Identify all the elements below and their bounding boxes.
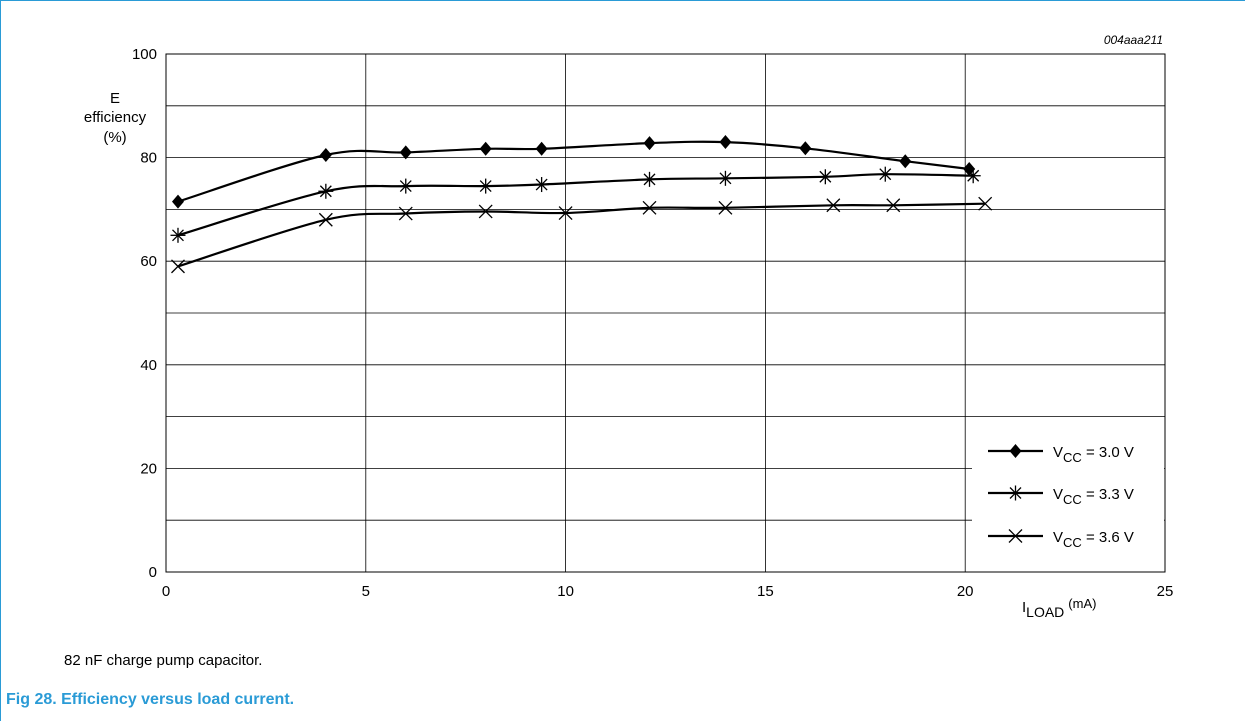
data-point-asterisk xyxy=(170,227,186,243)
data-point-asterisk xyxy=(717,170,733,186)
legend-box xyxy=(972,423,1164,556)
y-axis-label-line-2: efficiency xyxy=(84,109,147,126)
x-tick-label: 20 xyxy=(957,583,974,600)
figure-id: 004aaa211 xyxy=(1104,33,1163,47)
legend-item-3v3: VCC = 3.3 V xyxy=(988,485,1134,507)
data-point-cross xyxy=(398,206,413,221)
y-tick-label: 20 xyxy=(140,460,157,477)
data-point-diamond xyxy=(899,154,912,169)
data-point-asterisk xyxy=(877,166,893,182)
data-point-asterisk xyxy=(965,168,981,184)
series-2 xyxy=(170,166,981,243)
data-point-cross xyxy=(318,212,333,227)
data-point-cross xyxy=(478,204,493,219)
y-tick-label: 80 xyxy=(140,150,157,167)
data-point-cross xyxy=(642,200,657,215)
legend-label: VCC = 3.6 V xyxy=(1053,529,1134,550)
data-point-asterisk xyxy=(478,178,494,194)
y-axis-label: E efficiency (%) xyxy=(84,90,147,146)
grid xyxy=(166,54,1165,572)
y-tick-label: 60 xyxy=(140,253,157,270)
y-tick-label: 100 xyxy=(132,46,157,63)
legend-item-3v6: VCC = 3.6 V xyxy=(988,529,1134,550)
data-point-diamond xyxy=(535,141,548,156)
tick-labels: 0 20 40 60 80 100 0 5 10 15 20 25 xyxy=(132,46,1173,600)
series-group xyxy=(170,135,993,274)
data-point-diamond xyxy=(479,141,492,156)
data-point-diamond xyxy=(643,136,656,151)
x-tick-label: 5 xyxy=(362,583,370,600)
figure-note: 82 nF charge pump capacitor. xyxy=(64,652,263,669)
data-point-diamond xyxy=(319,148,332,163)
data-point-diamond xyxy=(963,161,976,176)
data-point-asterisk xyxy=(398,178,414,194)
y-axis-label-line-3: (%) xyxy=(103,129,126,146)
data-point-diamond xyxy=(719,135,732,150)
data-point-diamond xyxy=(799,141,812,156)
x-tick-label: 15 xyxy=(757,583,774,600)
data-point-diamond xyxy=(171,194,184,209)
data-point-asterisk xyxy=(817,169,833,185)
legend-item-3v0: VCC = 3.0 V xyxy=(988,444,1134,465)
x-tick-label: 10 xyxy=(557,583,574,600)
data-point-diamond xyxy=(399,145,412,160)
figure-caption: Fig 28. Efficiency versus load current. xyxy=(6,691,295,708)
data-point-cross xyxy=(826,198,841,213)
cross-marker-icon xyxy=(1008,529,1023,543)
x-axis-label-sub: LOAD xyxy=(1026,604,1064,620)
x-axis-label: ILOAD (mA) xyxy=(1022,596,1096,620)
data-point-cross xyxy=(978,196,993,211)
data-point-cross xyxy=(558,206,573,220)
x-tick-label: 0 xyxy=(162,583,170,600)
legend-label: VCC = 3.0 V xyxy=(1053,444,1134,465)
series-3 xyxy=(171,196,993,274)
asterisk-marker-icon xyxy=(1008,485,1023,501)
x-axis-label-unit: (mA) xyxy=(1068,596,1096,611)
data-point-cross xyxy=(718,200,733,215)
legend: VCC = 3.0 V VCC = 3.3 V VCC = 3.6 V xyxy=(972,423,1164,556)
data-point-cross xyxy=(171,259,185,274)
data-point-asterisk xyxy=(642,171,658,187)
y-tick-label: 40 xyxy=(140,357,157,374)
legend-label: VCC = 3.3 V xyxy=(1053,486,1134,507)
y-tick-label: 0 xyxy=(149,564,157,581)
series-line xyxy=(177,140,970,203)
y-axis-label-line-1: E xyxy=(110,90,120,107)
series-1 xyxy=(171,135,976,209)
data-point-asterisk xyxy=(318,183,334,199)
x-tick-label: 25 xyxy=(1157,583,1174,600)
data-point-cross xyxy=(886,198,901,213)
plot-area xyxy=(165,53,1166,573)
data-point-asterisk xyxy=(534,177,550,193)
series-line xyxy=(177,202,986,268)
series-line xyxy=(177,173,974,237)
x-axis-label-main: I xyxy=(1022,599,1026,616)
diamond-marker-icon xyxy=(1009,444,1022,458)
